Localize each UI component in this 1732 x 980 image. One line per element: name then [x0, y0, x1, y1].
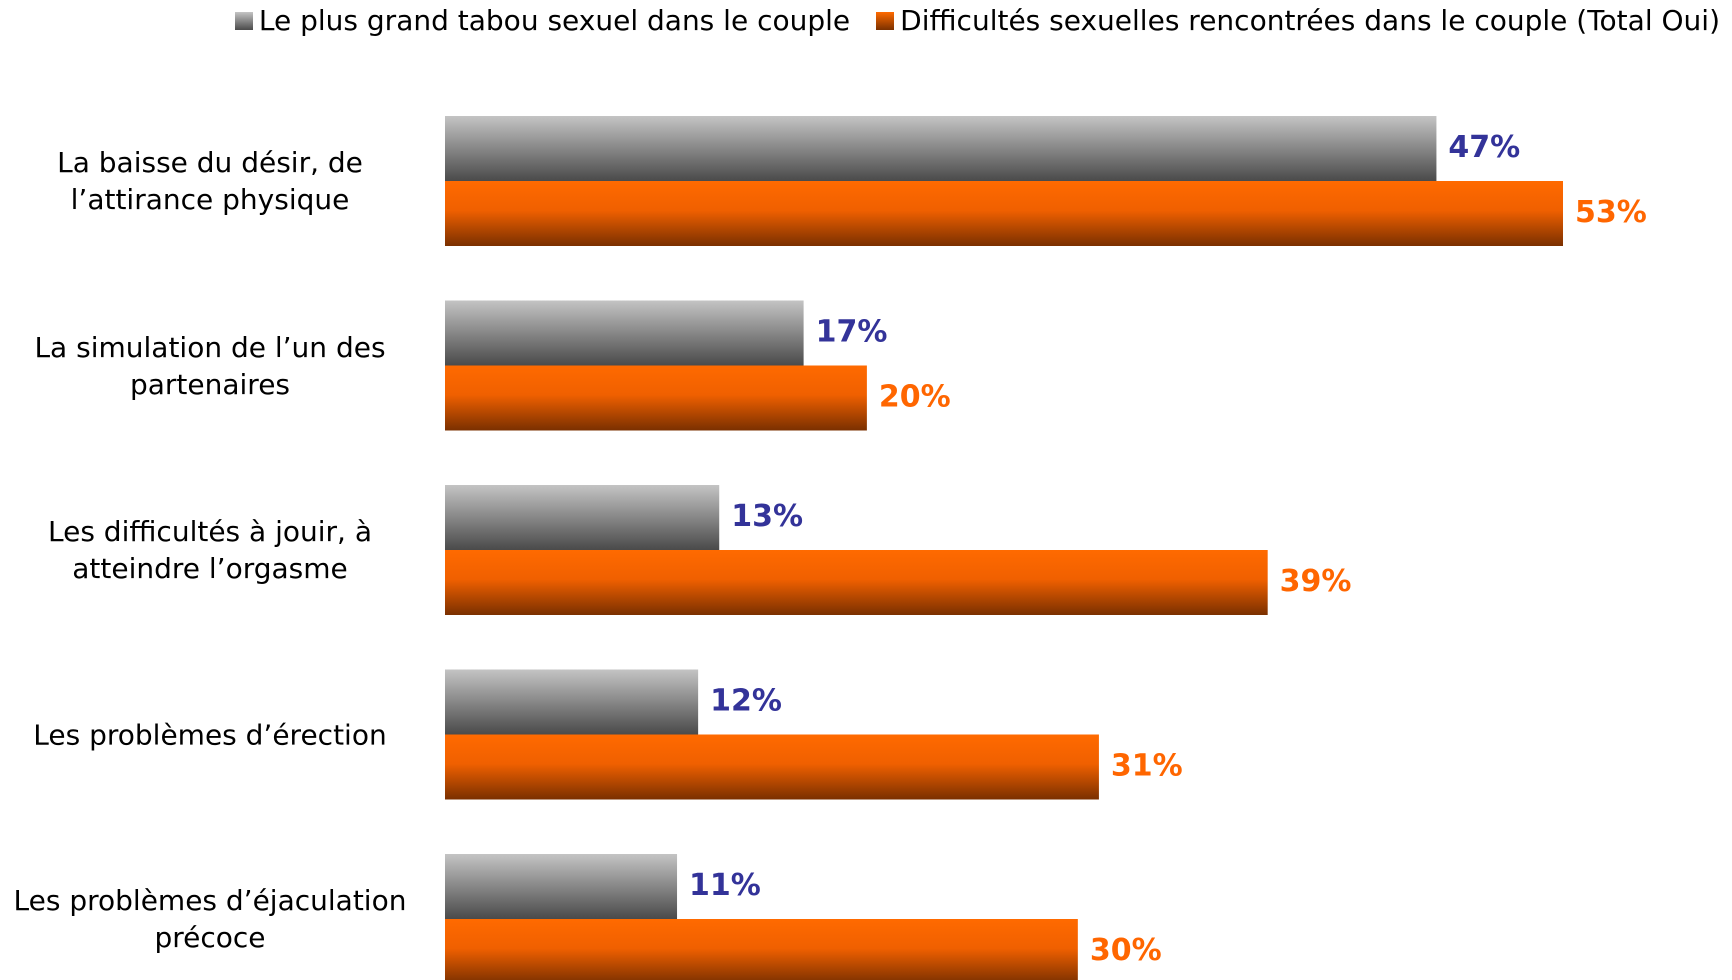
- bar: [445, 919, 1078, 980]
- category-label: Les difficultés à jouir, à atteindre l’o…: [47, 515, 373, 585]
- value-label: 31%: [1111, 749, 1183, 784]
- bar: [445, 116, 1437, 181]
- bar: [445, 365, 867, 431]
- bar: [445, 854, 678, 919]
- value-label: 13%: [731, 499, 803, 534]
- category-label: La simulation de l’un des partenaires: [34, 330, 386, 401]
- bar: [445, 669, 699, 735]
- value-label: 39%: [1280, 564, 1352, 599]
- bar: [445, 550, 1268, 615]
- value-label: 47%: [1448, 130, 1520, 165]
- legend-label: Le plus grand tabou sexuel dans le coupl…: [258, 4, 851, 37]
- category-label: Les problèmes d’éjaculation précoce: [13, 884, 407, 954]
- bar: [445, 485, 720, 550]
- value-label: 12%: [710, 684, 782, 719]
- value-label: 20%: [879, 380, 951, 415]
- value-label: 11%: [689, 868, 761, 903]
- category-label: Les problèmes d’érection: [33, 718, 387, 751]
- value-label: 30%: [1090, 933, 1162, 968]
- bar: [445, 181, 1563, 246]
- legend-label: Difficultés sexuelles rencontrées dans l…: [900, 4, 1720, 37]
- category-label: La baisse du désir, de l’attirance physi…: [57, 146, 363, 216]
- value-label: 17%: [816, 315, 888, 350]
- legend-swatch: [234, 11, 253, 30]
- bar: [445, 300, 804, 366]
- legend-swatch: [876, 11, 895, 30]
- legend: Le plus grand tabou sexuel dans le coupl…: [234, 4, 1720, 37]
- bar: [445, 734, 1099, 800]
- value-label: 53%: [1575, 195, 1647, 230]
- legend-item: Le plus grand tabou sexuel dans le coupl…: [234, 4, 851, 37]
- legend-item: Difficultés sexuelles rencontrées dans l…: [876, 4, 1720, 37]
